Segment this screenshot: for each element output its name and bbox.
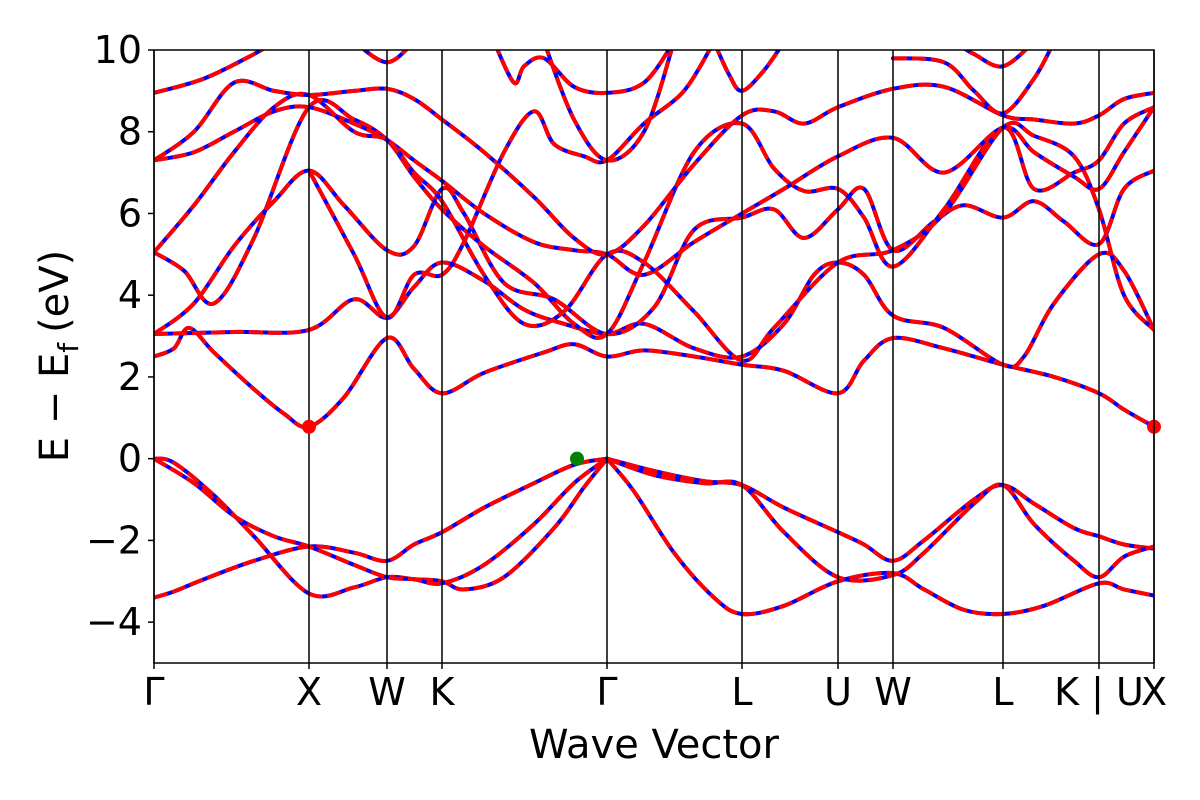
band-line-11 (154, 104, 1154, 277)
band-edge-marker-3 (570, 451, 584, 466)
y-tick-label-3: 0 (118, 437, 142, 481)
y-tick-label-4: 2 (118, 355, 142, 399)
band-line-9 (154, 168, 1154, 337)
y-axis-ticks: −4 −2 0 2 4 6 8 10 (86, 28, 154, 644)
x-tick-label-11: X (1141, 670, 1167, 714)
y-tick-label-1: −4 (86, 600, 142, 644)
y-tick-label-7: 8 (118, 110, 142, 154)
band-line-13 (154, 78, 1154, 257)
x-tick-label-4: K (430, 670, 456, 714)
y-axis-title-main: E − E (32, 353, 78, 463)
band-line-18 (962, 50, 1029, 69)
x-tick-label-10: K | U (1054, 670, 1144, 715)
x-axis-title: Wave Vector (529, 722, 780, 768)
band-line-12 (154, 91, 1154, 363)
y-axis-title: E − Ef (eV) (32, 250, 85, 463)
x-tick-label-9: L (992, 670, 1013, 714)
band-line-7 (154, 325, 1154, 430)
band-line-14 (154, 50, 266, 95)
band-line-19 (892, 50, 1053, 116)
x-tick-label-1: Γ (143, 670, 164, 714)
band-line-3 (154, 456, 609, 586)
band-edge-marker-1 (302, 419, 316, 434)
y-tick-label-6: 6 (118, 191, 142, 235)
x-tick-label-5: Γ (596, 670, 617, 714)
y-tick-label-5: 4 (118, 273, 142, 317)
band-line-20 (307, 50, 712, 320)
y-tick-label-2: −2 (86, 518, 142, 562)
y-axis-title-subscript: f (52, 342, 85, 353)
x-tick-label-2: X (296, 670, 322, 714)
x-tick-label-6: L (731, 670, 752, 714)
bands-layer (154, 50, 1154, 617)
y-tick-label-8: 10 (94, 28, 142, 72)
y-axis-title-unit: (eV) (32, 250, 78, 333)
x-tick-label-7: U (824, 670, 852, 714)
x-tick-label-3: W (368, 670, 406, 714)
band-line-1 (154, 456, 608, 600)
x-tick-label-8: W (874, 670, 912, 714)
band-line-16 (495, 50, 672, 96)
plot-frame (153, 49, 1155, 664)
band-line-6 (606, 456, 1154, 583)
